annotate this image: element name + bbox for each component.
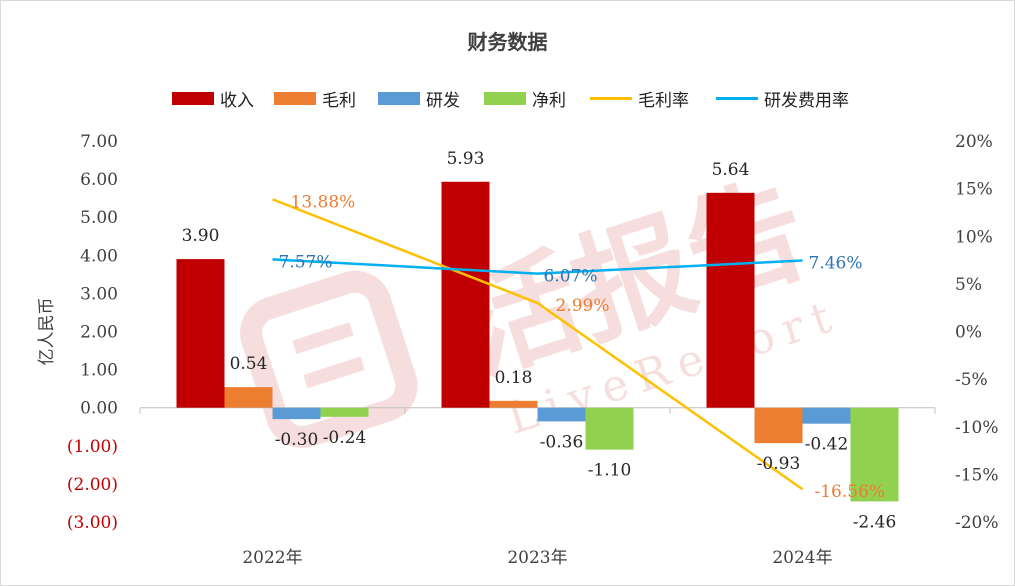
y-axis-title: 亿人民币 [37, 298, 57, 366]
legend-item-毛利率: 毛利率 [590, 86, 689, 111]
bar-收入-2023年 [441, 181, 490, 408]
legend-swatch [172, 92, 214, 105]
line-data-label: 13.88% [291, 192, 356, 212]
chart-title: 财务数据 [467, 30, 548, 54]
bar-data-label: 5.93 [447, 149, 485, 169]
chart-bars [176, 181, 899, 502]
bar-data-label: 5.64 [712, 160, 750, 180]
legend-item-研发费用率: 研发费用率 [716, 86, 849, 111]
legend-swatch [378, 92, 420, 105]
bar-data-label: 0.18 [495, 368, 533, 388]
legend-label: 研发费用率 [764, 91, 849, 111]
bar-data-label: -1.10 [588, 461, 632, 481]
legend-swatch [484, 92, 526, 105]
bar-data-label: -0.24 [323, 428, 367, 448]
y2-tick-label: -15% [955, 465, 999, 485]
bar-data-label: 3.90 [182, 226, 220, 246]
y2-tick-label: 20% [955, 132, 993, 152]
line-data-label: 6.07% [544, 267, 598, 287]
bar-研发-2022年 [272, 407, 321, 420]
y2-tick-label: 15% [955, 180, 993, 200]
bar-毛利-2023年 [489, 400, 538, 408]
legend-label: 毛利率 [638, 91, 689, 111]
legend-item-研发: 研发 [378, 86, 460, 111]
line-data-label: -16.56% [815, 482, 886, 502]
bar-data-label: 0.54 [230, 354, 268, 374]
bar-data-label: -0.93 [757, 454, 801, 474]
legend-label: 净利 [532, 91, 566, 111]
bar-收入-2022年 [176, 259, 225, 408]
y-tick-label: 5.00 [80, 208, 118, 228]
bar-研发-2024年 [802, 407, 851, 424]
legend-swatch [590, 97, 632, 100]
y-tick-label: 4.00 [80, 246, 118, 266]
y2-tick-label: 10% [955, 227, 993, 247]
bar-毛利-2024年 [754, 407, 803, 444]
bar-data-label: -0.42 [805, 435, 849, 455]
y2-tick-label: 5% [955, 275, 982, 295]
y-tick-label: (1.00) [67, 437, 118, 457]
y-tick-label: 2.00 [80, 323, 118, 343]
chart-lines [272, 198, 804, 491]
line-data-label: 7.46% [809, 253, 863, 273]
bar-毛利-2022年 [224, 387, 273, 408]
legend-label: 收入 [220, 91, 254, 111]
legend-item-毛利: 毛利 [274, 86, 356, 111]
bar-收入-2024年 [706, 192, 755, 408]
y2-tick-label: -5% [955, 370, 988, 390]
bar-data-label: -0.30 [275, 430, 319, 450]
bar-data-label: -2.46 [853, 512, 897, 532]
x-tick-label: 2023年 [507, 548, 567, 568]
bar-研发-2023年 [537, 407, 586, 422]
y-tick-label: 0.00 [80, 399, 118, 419]
y2-tick-label: -10% [955, 418, 999, 438]
y-tick-label: 7.00 [80, 132, 118, 152]
y-tick-label: 3.00 [80, 284, 118, 304]
y2-tick-label: -20% [955, 513, 999, 533]
bar-净利-2023年 [585, 407, 634, 450]
line-data-label: 2.99% [556, 296, 610, 316]
legend-swatch [274, 92, 316, 105]
chart-legend: 收入 毛利 研发 净利 毛利率 研发费用率 [0, 86, 1015, 111]
chart-data-labels: 3.90 5.93 5.64 0.54 0.18 -0.93 -0.30 -0.36 -0.42… [182, 149, 897, 533]
y-tick-label: (3.00) [67, 513, 118, 533]
x-tick-label: 2024年 [772, 548, 832, 568]
x-tick-label: 2022年 [242, 548, 302, 568]
y2-tick-label: 0% [955, 323, 982, 343]
y-tick-label: 1.00 [80, 361, 118, 381]
chart-axes: 7.00 6.00 5.00 4.00 3.00 2.00 1.00 0.00 (1.00) (2… [37, 132, 999, 568]
y-tick-label: 6.00 [80, 170, 118, 190]
line-data-label: 7.57% [279, 252, 333, 272]
bar-data-label: -0.36 [540, 432, 584, 452]
bar-净利-2022年 [320, 407, 369, 417]
bar-净利-2024年 [850, 407, 899, 502]
legend-swatch [716, 97, 758, 100]
y-tick-label: (2.00) [67, 475, 118, 495]
legend-label: 研发 [426, 91, 460, 111]
legend-item-净利: 净利 [484, 86, 566, 111]
legend-label: 毛利 [322, 91, 356, 111]
legend-item-收入: 收入 [172, 86, 254, 111]
